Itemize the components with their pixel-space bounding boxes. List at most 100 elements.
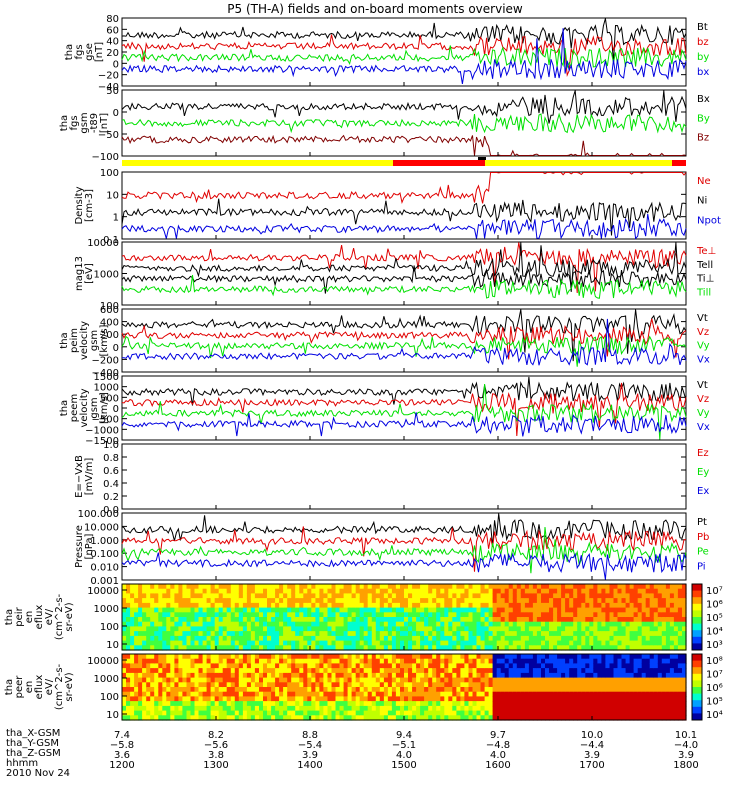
spec-cell-peir	[605, 635, 610, 642]
spec-cell-peer	[126, 687, 131, 693]
spec-cell-peir	[126, 598, 131, 604]
series-fgs-1	[121, 34, 687, 77]
spec-cell-peir	[500, 640, 506, 646]
spec-cell-peer	[234, 663, 240, 669]
spec-cell-peer	[126, 663, 131, 669]
spec-cell-peer	[230, 715, 236, 721]
spec-cell-peir	[424, 621, 429, 627]
spec-cell-peir	[464, 621, 469, 627]
spec-cell-peir	[279, 607, 284, 613]
spec-cell-peer	[387, 658, 393, 664]
spec-cell-peer	[444, 668, 449, 674]
spec-cell-peer	[291, 705, 296, 712]
spec-cell-peir	[569, 621, 574, 627]
spec-cell-peer	[355, 658, 361, 664]
spec-cell-peer	[230, 654, 236, 660]
spec-cell-peer	[468, 682, 474, 688]
ylabel-density-1: [cm-3]	[84, 189, 95, 222]
spec-cell-peer	[250, 668, 256, 674]
spec-cell-peir	[339, 621, 345, 627]
spec-cell-peer	[420, 658, 425, 664]
spec-cell-peir	[617, 593, 623, 599]
spec-cell-peer	[649, 663, 655, 669]
spec-cell-peir	[355, 588, 361, 594]
spec-cell-peir	[323, 584, 328, 590]
spec-cell-peer	[166, 672, 171, 679]
spec-cell-peer	[637, 687, 643, 693]
spec-cell-peer	[480, 696, 486, 702]
spec-cell-peir	[653, 635, 659, 642]
spec-cell-peer	[532, 691, 538, 697]
colorbar-tick-peir-1: 10⁶	[706, 600, 723, 611]
spec-cell-peer	[283, 710, 288, 716]
spec-cell-peir	[287, 621, 292, 627]
spec-cell-peer	[323, 658, 328, 664]
spec-cell-peir	[174, 607, 179, 613]
spec-cell-peir	[432, 598, 437, 604]
spec-cell-peer	[162, 715, 167, 721]
spec-cell-peer	[146, 672, 151, 679]
spec-cell-peir	[476, 607, 482, 613]
spec-cell-peir	[214, 598, 220, 604]
spec-cell-peer	[432, 710, 437, 716]
spec-cell-peer	[210, 668, 216, 674]
spec-cell-peer	[625, 705, 631, 712]
spec-cell-peer	[158, 672, 163, 679]
spec-cell-peir	[541, 593, 546, 599]
spec-cell-peer	[202, 691, 208, 697]
spec-cell-peer	[218, 710, 224, 716]
spec-cell-peer	[541, 701, 546, 707]
spec-cell-peir	[520, 640, 526, 646]
spec-cell-peer	[154, 715, 159, 721]
spec-cell-peer	[178, 701, 183, 707]
spec-cell-peer	[480, 663, 486, 669]
spec-cell-peer	[182, 715, 187, 721]
spec-cell-peer	[222, 701, 228, 707]
spec-cell-peer	[166, 663, 171, 669]
spec-cell-peer	[186, 715, 192, 721]
spec-cell-peer	[621, 696, 627, 702]
spec-cell-peir	[452, 612, 457, 618]
spec-cell-peir	[275, 621, 280, 627]
spec-cell-peer	[238, 677, 244, 683]
spec-cell-peer	[589, 691, 594, 697]
spec-cell-peir	[315, 602, 320, 609]
spec-cell-peir	[661, 621, 667, 627]
spec-cell-peer	[371, 682, 377, 688]
spec-cell-peir	[653, 621, 659, 627]
spec-cell-peer	[524, 687, 530, 693]
spec-cell-peer	[492, 654, 498, 660]
spec-cell-peir	[682, 593, 687, 599]
spec-cell-peir	[250, 640, 256, 646]
spec-cell-peir	[202, 645, 208, 651]
spec-cell-peir	[214, 635, 220, 642]
spec-cell-peer	[637, 715, 643, 721]
spec-cell-peir	[391, 598, 397, 604]
spec-cell-peir	[653, 645, 659, 651]
spec-ytick-label-peer-0: 10000	[87, 656, 119, 667]
spec-cell-peer	[379, 682, 385, 688]
spec-cell-peir	[146, 588, 151, 594]
ytick-label-efield-2: 0.6	[103, 466, 119, 477]
spec-cell-peer	[585, 654, 590, 660]
spec-cell-peir	[581, 588, 586, 594]
spec-cell-peer	[234, 691, 240, 697]
legend-fgs-3: bx	[697, 67, 709, 78]
spec-cell-peir	[617, 631, 623, 637]
spec-cell-peir	[677, 584, 683, 590]
spec-cell-peer	[327, 672, 333, 679]
spec-cell-peir	[412, 635, 417, 642]
spec-cell-peer	[633, 687, 639, 693]
spec-cell-peir	[391, 584, 397, 590]
ytick-label-temp-2: 100	[100, 301, 119, 312]
spec-cell-peir	[351, 645, 357, 651]
spec-cell-peer	[134, 668, 139, 674]
spec-cell-peir	[126, 645, 131, 651]
spec-cell-peer	[633, 701, 639, 707]
spec-cell-peir	[146, 621, 151, 627]
spec-cell-peer	[122, 668, 127, 674]
spec-cell-peir	[440, 645, 445, 651]
spec-cell-peer	[146, 677, 151, 683]
spec-cell-peer	[291, 696, 296, 702]
spec-cell-peir	[420, 631, 425, 637]
